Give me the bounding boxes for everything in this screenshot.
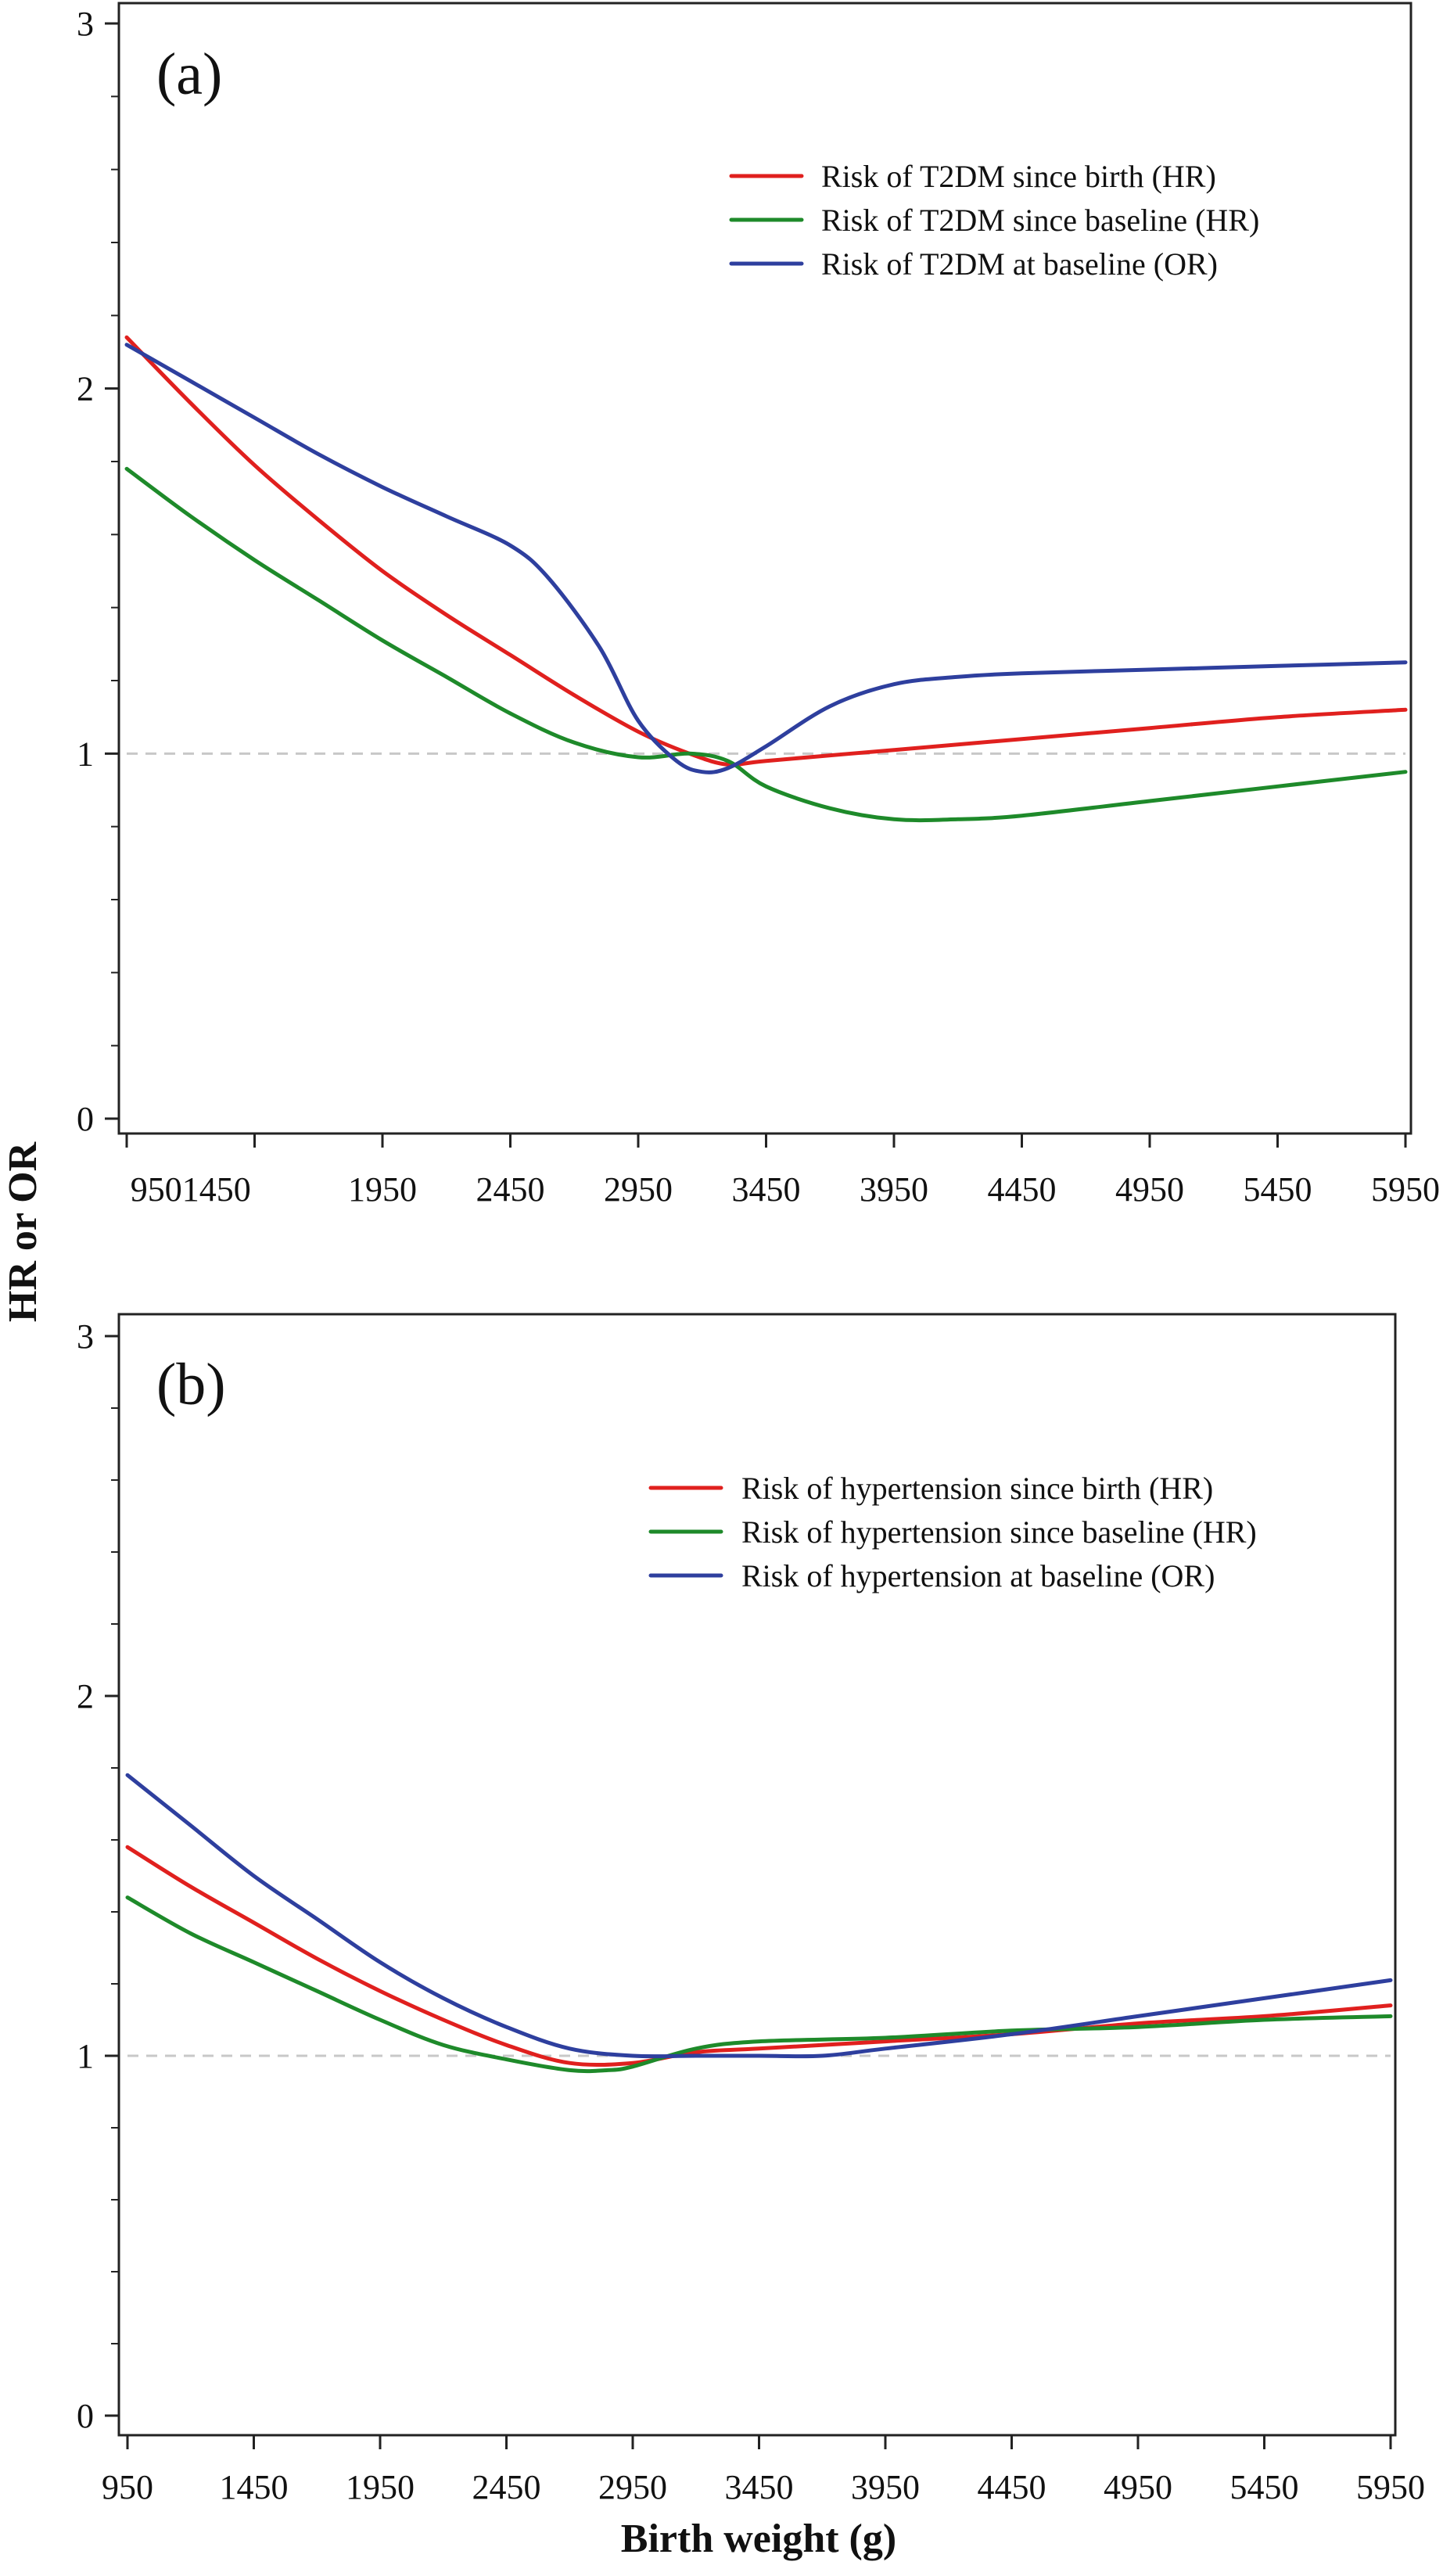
x-tick-label: 2950 [604, 1170, 673, 1209]
panel-b-label: (b) [156, 1352, 226, 1417]
x-tick-label: 950 [102, 2468, 153, 2506]
panel-a-label: (a) [156, 41, 222, 107]
x-tick-label: 1950 [346, 2468, 415, 2506]
x-tick-label: 4450 [988, 1170, 1057, 1209]
panel-a-frame [117, 2, 1412, 1135]
panel-b: (b) 950 1450 1950 2450 2950 3450 3950 4450 4950 5… [77, 1313, 1425, 2506]
series-line-2 [124, 466, 1408, 823]
x-tick-label: 2950 [598, 2468, 667, 2506]
y-tick-label: 1 [77, 735, 94, 773]
x-tick-label: 1950 [348, 1170, 417, 1209]
x-tick-label: 5450 [1230, 2468, 1299, 2506]
x-tick-label: 5450 [1244, 1170, 1312, 1209]
panel-a-legend: Risk of T2DM since birth (HR) Risk of T2… [729, 159, 1259, 282]
panel-a-plot: 9501450 1950 2450 2950 3450 3950 4450 4950 5450 5… [77, 5, 1440, 1209]
panel-b-plot: 950 1450 1950 2450 2950 3450 3950 4450 4950 5450 5… [77, 1317, 1425, 2506]
y-tick-label: 3 [77, 5, 94, 43]
x-tick-label: 1450 [220, 2468, 289, 2506]
x-axis-title: Birth weight (g) [621, 2517, 896, 2561]
legend-label: Risk of hypertension since birth (HR) [741, 1471, 1213, 1506]
y-tick-label: 0 [77, 2397, 94, 2435]
x-tick-label: 4450 [978, 2468, 1046, 2506]
x-tick-label: 4950 [1104, 2468, 1172, 2506]
series-line-3 [124, 343, 1408, 774]
legend-label: Risk of T2DM at baseline (OR) [821, 246, 1218, 282]
legend-label: Risk of hypertension at baseline (OR) [741, 1558, 1215, 1593]
legend-label: Risk of T2DM since birth (HR) [821, 159, 1216, 194]
panel-b-legend: Risk of hypertension since birth (HR) Ri… [648, 1471, 1257, 1593]
y-axis-title: HR or OR [1, 1141, 45, 1322]
x-tick-label: 5950 [1371, 1170, 1440, 1209]
x-tick-label: 4950 [1115, 1170, 1184, 1209]
legend-label: Risk of T2DM since baseline (HR) [821, 203, 1259, 238]
y-tick-label: 0 [77, 1100, 94, 1138]
y-tick-label: 2 [77, 1677, 94, 1716]
series-line-2 [125, 1895, 1393, 2074]
x-tick-label: 3450 [732, 1170, 801, 1209]
panel-b-frame [117, 1313, 1397, 2437]
x-tick-label: 2450 [472, 2468, 541, 2506]
legend-label: Risk of hypertension since baseline (HR) [741, 1514, 1257, 1550]
y-tick-label: 3 [77, 1317, 94, 1356]
y-tick-label: 2 [77, 370, 94, 408]
x-tick-label: 3950 [860, 1170, 928, 1209]
x-tick-label: 3950 [851, 2468, 920, 2506]
y-tick-label: 1 [77, 2037, 94, 2075]
series-line-1 [125, 1845, 1393, 2068]
series-line-1 [124, 335, 1408, 767]
x-tick-label: 2450 [476, 1170, 545, 1209]
x-tick-label: 3450 [725, 2468, 794, 2506]
x-tick-label: 9501450 [131, 1170, 251, 1209]
panel-a: (a) 9501450 1950 2450 2950 3450 3950 4450 4950 5… [77, 2, 1440, 1209]
series-line-3 [125, 1773, 1393, 2059]
x-tick-label: 5950 [1356, 2468, 1425, 2506]
